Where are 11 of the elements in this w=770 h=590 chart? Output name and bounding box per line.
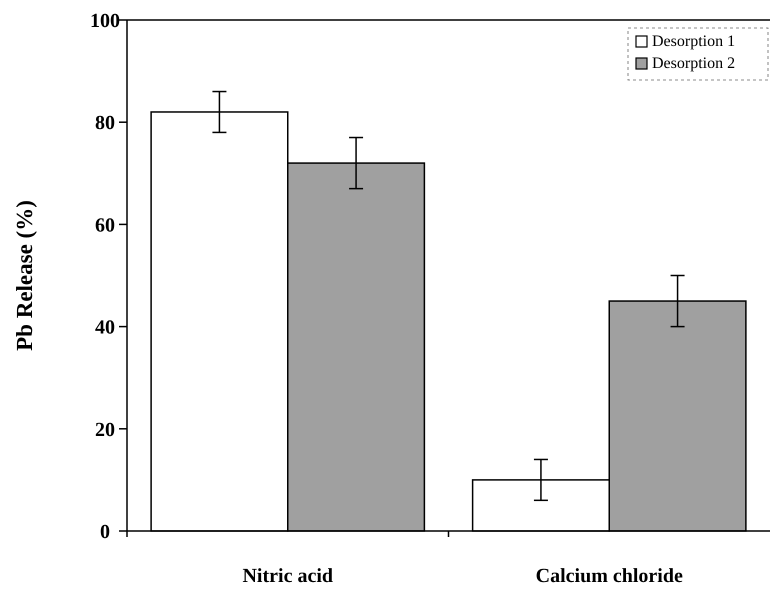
x-tick-label: Nitric acid [242,565,334,587]
x-tick-label: Calcium chloride [536,565,683,587]
y-tick-label: 20 [95,418,115,441]
legend-label: Desorption 1 [652,33,736,50]
y-tick-label: 40 [95,316,115,339]
y-tick-label: 60 [95,214,115,236]
y-tick-label: 100 [90,10,120,32]
y-axis-title: Pb Release (%) [12,200,37,351]
legend-label: Desorption 2 [652,55,736,72]
y-tick-label: 0 [100,521,110,543]
y-tick-label: 80 [95,112,115,134]
